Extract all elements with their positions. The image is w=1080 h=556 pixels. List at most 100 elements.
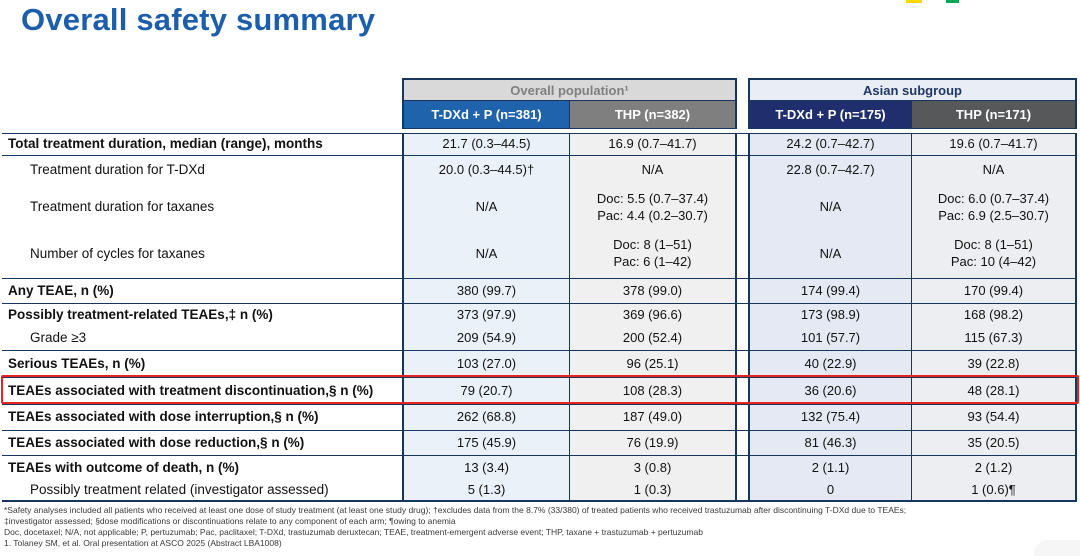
- table-row: Total treatment duration, median (range)…: [2, 133, 1078, 155]
- group-gap: [737, 327, 748, 350]
- cell-overall-thp: 378 (99.0): [570, 278, 737, 303]
- row-label: Possibly treatment-related TEAEs,‡ n (%): [2, 303, 402, 327]
- table-row: Serious TEAEs, n (%) 103 (27.0) 96 (25.1…: [2, 350, 1078, 377]
- cell-asian-thp: N/A: [912, 155, 1077, 185]
- cell-overall-thp: 1 (0.3): [570, 480, 737, 502]
- footnotes: *Safety analyses included all patients w…: [4, 505, 1076, 549]
- cell-overall-thp: 108 (28.3): [570, 377, 737, 404]
- cell-overall-tdxd-p: 175 (45.9): [402, 430, 570, 455]
- cell-asian-thp: 115 (67.3): [912, 327, 1077, 350]
- row-label: Treatment duration for T-DXd: [2, 155, 402, 185]
- cell-overall-thp: 76 (19.9): [570, 430, 737, 455]
- cell-asian-thp: 19.6 (0.7–41.7): [912, 133, 1077, 155]
- group-header-row: Overall population¹ Asian subgroup: [2, 78, 1078, 101]
- table-row: TEAEs associated with dose interruption,…: [2, 404, 1078, 430]
- row-label: Any TEAE, n (%): [2, 278, 402, 303]
- row-label: Grade ≥3: [30, 330, 87, 346]
- cell-asian-tdxd-p: 174 (99.4): [748, 278, 912, 303]
- table-body: Total treatment duration, median (range)…: [2, 133, 1078, 502]
- cell-overall-thp: 369 (96.6): [570, 303, 737, 327]
- corner-decoration: [1034, 540, 1080, 556]
- row-label: TEAEs associated with dose reduction,§ n…: [2, 430, 402, 455]
- cell-asian-tdxd-p: 173 (98.9): [748, 303, 912, 327]
- row-label: Serious TEAEs, n (%): [2, 350, 402, 377]
- row-label: TEAEs associated with treatment disconti…: [2, 377, 402, 404]
- group-header-spacer: [2, 78, 402, 101]
- group-gap: [737, 278, 748, 303]
- cell-overall-tdxd-p: 373 (97.9): [402, 303, 570, 327]
- cell-asian-tdxd-p: 24.2 (0.7–42.7): [748, 133, 912, 155]
- cell-overall-tdxd-p: 20.0 (0.3–44.5)†: [402, 155, 570, 185]
- table-row: Possibly treatment-related TEAEs,‡ n (%)…: [2, 303, 1078, 327]
- cell-asian-tdxd-p: 36 (20.6): [748, 377, 912, 404]
- cell-overall-thp: 96 (25.1): [570, 350, 737, 377]
- cell-overall-thp: 187 (49.0): [570, 404, 737, 430]
- cell-overall-thp: 3 (0.8): [570, 455, 737, 480]
- group-header-asian-subgroup: Asian subgroup: [748, 78, 1077, 101]
- group-gap: [737, 303, 748, 327]
- footnote-line: ‡investigator assessed; §dose modificati…: [4, 516, 456, 527]
- cell-asian-tdxd-p: N/A: [748, 230, 912, 278]
- cell-overall-tdxd-p: 103 (27.0): [402, 350, 570, 377]
- row-label: Treatment duration for taxanes: [30, 199, 215, 215]
- group-gap: [737, 350, 748, 377]
- group-gap: [737, 455, 748, 480]
- footnote-line: 1. Tolaney SM, et al. Oral presentation …: [4, 538, 282, 549]
- cell-overall-tdxd-p: 209 (54.9): [402, 327, 570, 350]
- cell-asian-tdxd-p: 0: [748, 480, 912, 502]
- cell-asian-thp: 168 (98.2): [912, 303, 1077, 327]
- cell-asian-tdxd-p: 81 (46.3): [748, 430, 912, 455]
- cell-overall-tdxd-p: N/A: [402, 230, 570, 278]
- row-label: Total treatment duration, median (range)…: [2, 133, 402, 155]
- group-gap: [737, 230, 748, 278]
- cell-asian-thp: 35 (20.5): [912, 430, 1077, 455]
- table-row: TEAEs associated with treatment disconti…: [2, 377, 1078, 404]
- group-gap: [737, 133, 748, 155]
- row-label: Possibly treatment related (investigator…: [2, 480, 402, 502]
- group-gap: [737, 101, 748, 129]
- column-header-asian-tdxd-p: T-DXd + P (n=175): [748, 101, 912, 129]
- group-gap: [737, 480, 748, 502]
- footnote-line: *Safety analyses included all patients w…: [4, 505, 907, 515]
- cell-asian-thp: 1 (0.6)¶: [912, 480, 1077, 502]
- cell-asian-tdxd-p: 22.8 (0.7–42.7): [748, 155, 912, 185]
- cell-asian-thp: 39 (22.8): [912, 350, 1077, 377]
- cell-asian-thp: 48 (28.1): [912, 377, 1077, 404]
- table-row: Grade ≥3 209 (54.9) 200 (52.4) 101 (57.7…: [2, 327, 1078, 350]
- cell-asian-tdxd-p: 2 (1.1): [748, 455, 912, 480]
- table-row: Treatment duration for T-DXd 20.0 (0.3–4…: [2, 155, 1078, 185]
- cell-asian-tdxd-p: 40 (22.9): [748, 350, 912, 377]
- cell-overall-tdxd-p: 79 (20.7): [402, 377, 570, 404]
- cell-asian-tdxd-p: 101 (57.7): [748, 327, 912, 350]
- logo-green-fragment: [946, 0, 959, 3]
- cell-overall-thp: N/A: [570, 155, 737, 185]
- column-header-spacer: [2, 101, 402, 129]
- cell-overall-tdxd-p: 380 (99.7): [402, 278, 570, 303]
- table-row: Treatment duration for taxanes N/A Doc: …: [2, 185, 1078, 230]
- group-gap: [737, 377, 748, 404]
- footnote-line: Doc, docetaxel; N/A, not applicable; P, …: [4, 527, 703, 538]
- safety-summary-table: Overall population¹ Asian subgroup T-DXd…: [1, 78, 1079, 502]
- cell-overall-tdxd-p: N/A: [402, 185, 570, 230]
- table-row: TEAEs with outcome of death, n (%) 13 (3…: [2, 455, 1078, 480]
- cell-overall-thp: Doc: 5.5 (0.7–37.4) Pac: 4.4 (0.2–30.7): [570, 185, 737, 230]
- cell-overall-thp: Doc: 8 (1–51) Pac: 6 (1–42): [570, 230, 737, 278]
- cell-asian-thp: 2 (1.2): [912, 455, 1077, 480]
- column-header-overall-thp: THP (n=382): [570, 101, 737, 129]
- cell-asian-tdxd-p: 132 (75.4): [748, 404, 912, 430]
- group-gap: [737, 404, 748, 430]
- cell-overall-tdxd-p: 21.7 (0.3–44.5): [402, 133, 570, 155]
- table-row: Any TEAE, n (%) 380 (99.7) 378 (99.0) 17…: [2, 278, 1078, 303]
- cell-asian-thp: Doc: 8 (1–51) Pac: 10 (4–42): [912, 230, 1077, 278]
- logo-yellow-fragment: [906, 0, 922, 3]
- row-label: TEAEs associated with dose interruption,…: [2, 404, 402, 430]
- cell-asian-tdxd-p: N/A: [748, 185, 912, 230]
- cell-asian-thp: 170 (99.4): [912, 278, 1077, 303]
- cell-overall-thp: 200 (52.4): [570, 327, 737, 350]
- column-header-overall-tdxd-p: T-DXd + P (n=381): [402, 101, 570, 129]
- cell-overall-tdxd-p: 13 (3.4): [402, 455, 570, 480]
- column-header-row: T-DXd + P (n=381) THP (n=382) T-DXd + P …: [2, 101, 1078, 129]
- cell-overall-tdxd-p: 262 (68.8): [402, 404, 570, 430]
- row-label: TEAEs with outcome of death, n (%): [2, 455, 402, 480]
